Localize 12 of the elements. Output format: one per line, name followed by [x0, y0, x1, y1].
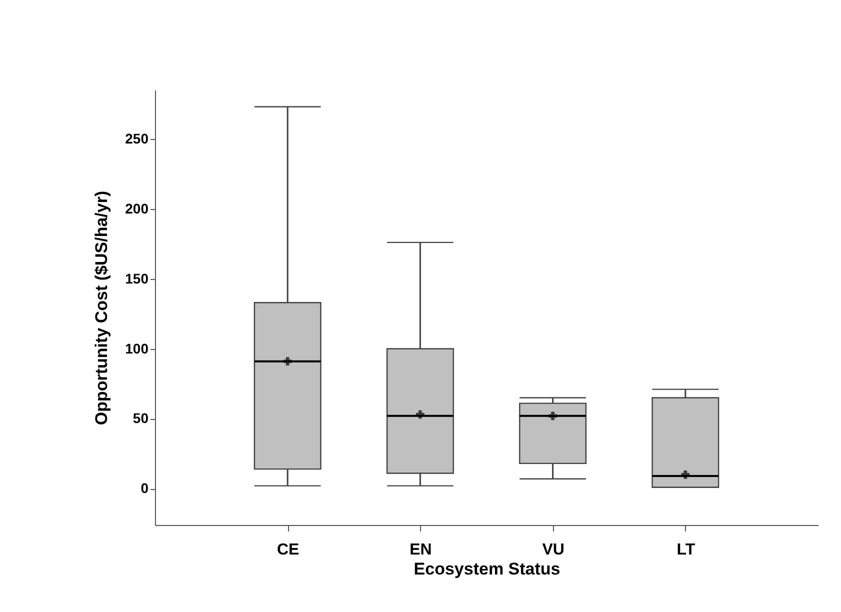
y-axis-title: Opportunity Cost ($US/ha/yr): [92, 190, 112, 426]
x-tick-label: LT: [676, 542, 696, 558]
y-tick-label: 50: [132, 410, 149, 426]
y-tick-label: 100: [125, 340, 149, 356]
x-tick-label: EN: [410, 542, 432, 558]
y-tick-label: 0: [140, 480, 149, 496]
x-axis-title: Ecosystem Status: [414, 560, 560, 578]
x-tick-label: CE: [276, 542, 300, 558]
x-tick-label: VU: [542, 542, 564, 558]
y-tick-label: 250: [125, 130, 149, 146]
y-tick-label: 150: [125, 270, 149, 286]
y-tick-label: 200: [125, 200, 149, 216]
